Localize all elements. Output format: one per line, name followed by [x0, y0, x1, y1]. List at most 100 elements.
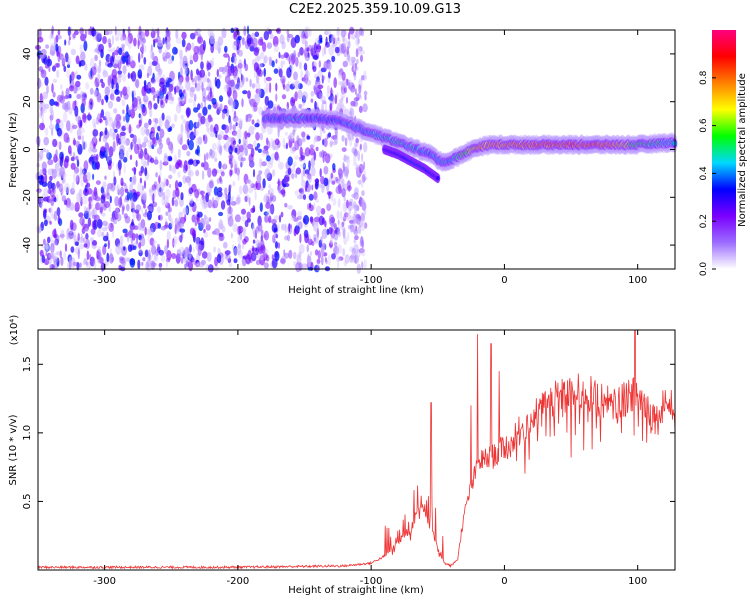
noise-speckle	[106, 29, 113, 35]
noise-speckle	[154, 156, 158, 164]
noise-speckle	[233, 40, 239, 46]
noise-speckle	[102, 220, 108, 226]
noise-speckle	[115, 55, 122, 64]
noise-speckle	[322, 75, 326, 80]
noise-speckle	[322, 129, 326, 134]
noise-speckle	[197, 112, 202, 119]
noise-speckle	[294, 34, 300, 44]
noise-speckle	[170, 218, 174, 228]
noise-speckle	[291, 172, 294, 180]
noise-speckle	[349, 26, 355, 35]
noise-speckle	[153, 103, 158, 110]
noise-speckle	[346, 46, 350, 56]
noise-speckle	[59, 53, 64, 60]
noise-speckle	[102, 235, 109, 242]
spectrogram-y-tick-label: -20	[22, 189, 33, 205]
noise-speckle	[243, 173, 249, 185]
noise-speckle	[113, 220, 117, 225]
noise-speckle	[180, 256, 184, 264]
noise-speckle	[303, 214, 310, 225]
noise-speckle	[351, 251, 354, 256]
noise-speckle	[287, 204, 293, 210]
noise-speckle	[158, 47, 162, 54]
noise-speckle	[314, 182, 319, 190]
noise-speckle	[364, 95, 367, 101]
noise-speckle	[101, 81, 105, 89]
colorbar-tick-label: 0.8	[699, 70, 709, 85]
noise-speckle	[231, 104, 234, 113]
noise-speckle	[78, 62, 82, 67]
noise-speckle	[319, 168, 322, 178]
noise-speckle	[228, 262, 233, 268]
noise-speckle	[135, 204, 142, 212]
noise-speckle	[126, 104, 129, 115]
noise-speckle	[320, 255, 324, 266]
noise-speckle	[320, 236, 323, 244]
noise-speckle	[83, 174, 87, 181]
noise-speckle	[41, 254, 45, 264]
noise-speckle	[252, 239, 256, 244]
noise-speckle	[178, 77, 183, 86]
noise-speckle	[165, 52, 171, 59]
noise-speckle	[65, 205, 71, 212]
noise-speckle	[113, 176, 117, 186]
noise-speckle	[200, 102, 204, 109]
noise-speckle	[288, 132, 295, 142]
noise-speckle	[121, 125, 127, 132]
noise-speckle	[357, 165, 360, 175]
noise-speckle	[123, 93, 129, 100]
noise-speckle	[45, 44, 49, 49]
noise-speckle	[55, 102, 60, 107]
noise-speckle	[127, 43, 132, 50]
noise-speckle	[237, 225, 244, 234]
noise-speckle	[209, 36, 216, 45]
noise-speckle	[118, 137, 122, 145]
noise-speckle	[284, 252, 290, 259]
noise-speckle	[263, 55, 268, 64]
noise-speckle	[333, 241, 338, 247]
noise-speckle	[52, 138, 58, 148]
noise-speckle	[99, 112, 102, 124]
noise-speckle	[97, 65, 102, 74]
noise-speckle	[301, 171, 304, 182]
noise-speckle	[217, 46, 221, 54]
noise-speckle	[351, 60, 355, 68]
noise-speckle	[159, 264, 162, 272]
noise-speckle	[257, 148, 262, 153]
noise-speckle	[143, 203, 146, 209]
noise-speckle	[326, 85, 330, 94]
noise-speckle	[225, 251, 229, 257]
noise-speckle	[74, 241, 79, 246]
noise-speckle	[173, 113, 178, 122]
noise-speckle	[116, 96, 121, 102]
noise-speckle	[127, 26, 131, 36]
noise-speckle	[178, 235, 182, 242]
noise-speckle	[233, 70, 239, 81]
noise-speckle	[197, 245, 202, 257]
noise-speckle	[138, 119, 142, 127]
noise-speckle	[148, 100, 153, 110]
noise-speckle	[96, 161, 100, 170]
noise-speckle	[306, 255, 312, 266]
noise-speckle	[49, 220, 52, 225]
noise-speckle	[314, 135, 319, 143]
noise-speckle	[53, 210, 58, 221]
noise-speckle	[101, 212, 106, 217]
noise-speckle	[206, 127, 210, 132]
noise-speckle	[211, 168, 218, 177]
noise-speckle	[337, 219, 340, 226]
noise-speckle	[340, 42, 347, 54]
noise-speckle	[45, 241, 49, 250]
noise-speckle	[328, 34, 332, 44]
noise-speckle	[46, 198, 53, 203]
noise-speckle	[288, 138, 293, 149]
noise-speckle	[141, 207, 144, 215]
noise-speckle	[119, 186, 125, 197]
noise-speckle	[203, 202, 209, 209]
noise-speckle	[186, 80, 191, 92]
noise-speckle	[360, 177, 364, 188]
noise-speckle	[58, 141, 62, 151]
noise-speckle	[41, 161, 47, 171]
noise-speckle	[271, 254, 275, 261]
noise-speckle	[256, 173, 262, 183]
